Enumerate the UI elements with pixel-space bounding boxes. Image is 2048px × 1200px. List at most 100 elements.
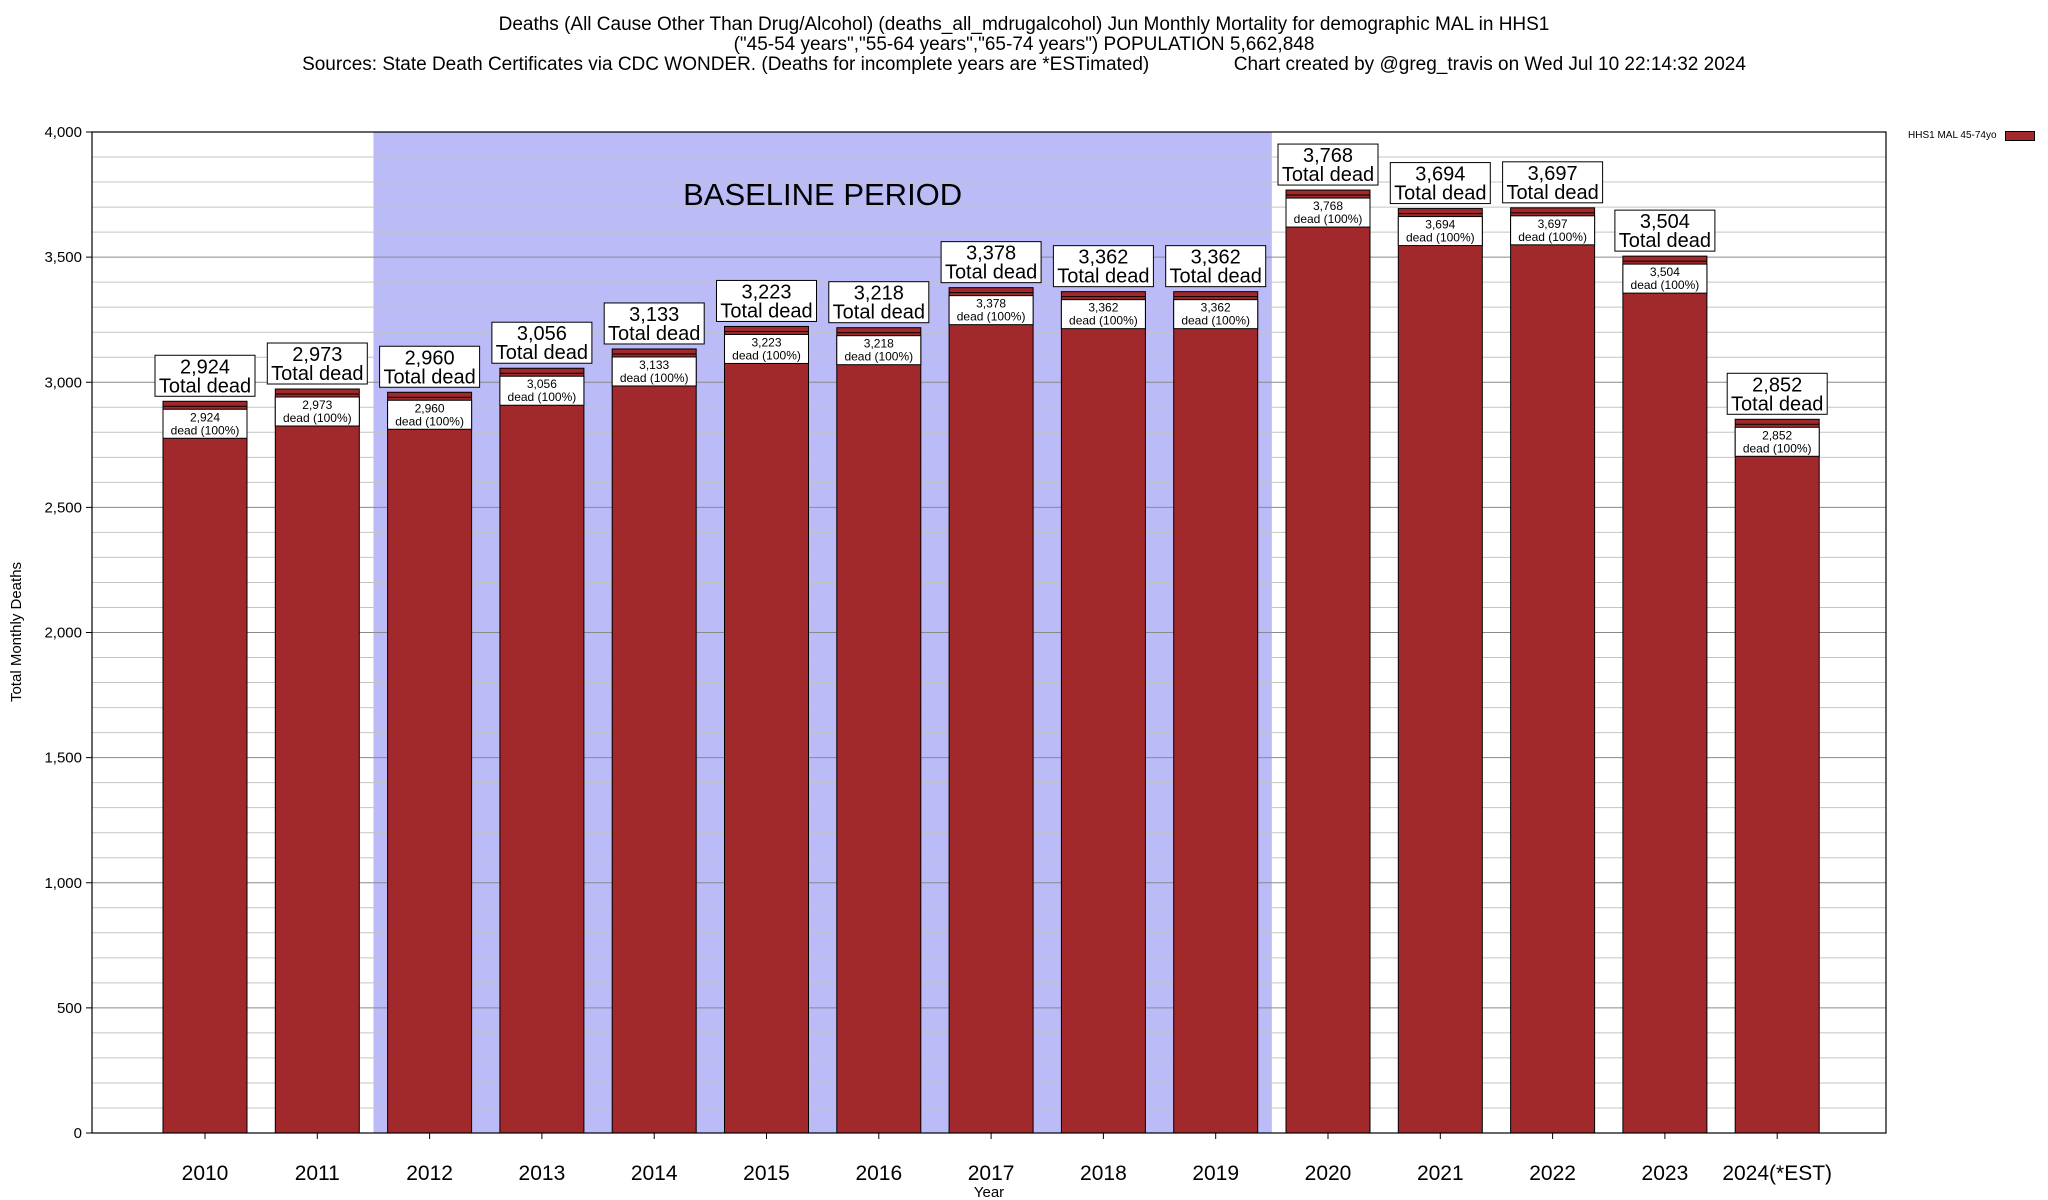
inner-percent-label: dead (100%)	[1069, 314, 1138, 328]
total-suffix-label: Total dead	[945, 262, 1037, 284]
total-suffix-label: Total dead	[1731, 393, 1823, 415]
inner-percent-label: dead (100%)	[732, 348, 801, 362]
x-tick-label: 2024(*EST)	[1722, 1162, 1832, 1185]
inner-label-box	[611, 356, 697, 387]
total-suffix-label: Total dead	[1506, 182, 1598, 204]
x-axis-label: Year	[974, 1184, 1004, 1200]
total-value-label: 3,504	[1640, 211, 1690, 233]
bar	[1173, 291, 1259, 1134]
total-label-box	[603, 302, 705, 345]
total-suffix-label: Total dead	[720, 300, 812, 322]
inner-label-box	[1734, 426, 1820, 457]
total-suffix-label: Total dead	[1282, 164, 1374, 186]
bar	[611, 348, 697, 1134]
total-value-label: 3,223	[741, 281, 791, 303]
inner-percent-label: dead (100%)	[844, 350, 913, 364]
total-suffix-label: Total dead	[1619, 230, 1711, 252]
total-suffix-label: Total dead	[1394, 183, 1486, 205]
total-suffix-label: Total dead	[833, 302, 925, 324]
bar	[387, 391, 473, 1134]
inner-label-box	[724, 333, 809, 364]
total-suffix-label: Total dead	[271, 363, 363, 385]
inner-value-label: 3,768	[1313, 199, 1343, 213]
total-label-box	[379, 345, 481, 388]
inner-percent-label: dead (100%)	[171, 423, 240, 437]
x-tick-label: 2016	[855, 1162, 902, 1185]
x-tick-label: 2011	[295, 1162, 340, 1185]
x-tick-label: 2023	[1642, 1162, 1689, 1185]
inner-label-box	[499, 375, 585, 406]
inner-label-box	[948, 295, 1034, 326]
total-value-label: 3,056	[517, 323, 567, 345]
baseline-label: BASELINE PERIOD	[683, 177, 962, 212]
bar	[1734, 418, 1820, 1134]
inner-percent-label: dead (100%)	[395, 414, 464, 428]
x-tick-label: 2019	[1192, 1162, 1239, 1185]
x-tick-label: 2021	[1417, 1162, 1464, 1185]
bar	[162, 400, 248, 1134]
bar	[1510, 207, 1596, 1134]
inner-value-label: 3,133	[639, 358, 669, 372]
total-value-label: 3,694	[1415, 164, 1465, 186]
total-label-box	[1614, 209, 1716, 252]
inner-value-label: 2,973	[302, 398, 332, 412]
x-tick-label: 2013	[519, 1162, 566, 1185]
bar	[948, 287, 1034, 1134]
x-tick-label: 2018	[1080, 1162, 1127, 1185]
inner-label-box	[387, 399, 473, 430]
x-tick-label: 2010	[182, 1162, 229, 1185]
inner-value-label: 2,924	[190, 410, 220, 424]
total-value-label: 3,133	[629, 304, 679, 326]
total-value-label: 3,362	[1078, 247, 1128, 269]
x-tick-label: 2015	[743, 1162, 790, 1185]
bar	[274, 388, 360, 1134]
total-label-box	[266, 342, 368, 385]
inner-label-box	[1060, 299, 1146, 330]
total-label-box	[1165, 245, 1267, 288]
total-suffix-label: Total dead	[1170, 266, 1262, 288]
total-suffix-label: Total dead	[496, 342, 588, 364]
chart-title-line-1: Deaths (All Cause Other Than Drug/Alcoho…	[498, 14, 1550, 35]
total-value-label: 3,218	[854, 283, 904, 305]
total-label-box	[491, 321, 593, 364]
total-label-box	[1277, 143, 1379, 186]
total-suffix-label: Total dead	[1057, 266, 1149, 288]
y-tick-label: 3,000	[44, 374, 82, 391]
total-label-box	[154, 354, 256, 397]
legend-label: HHS1 MAL 45-74yo	[1908, 130, 1997, 141]
total-value-label: 3,697	[1528, 163, 1578, 185]
y-tick-label: 1,000	[44, 875, 82, 892]
inner-value-label: 3,694	[1425, 218, 1455, 232]
y-axis-label: Total Monthly Deaths	[8, 562, 25, 702]
total-label-box	[716, 279, 817, 322]
inner-value-label: 3,504	[1650, 265, 1680, 279]
inner-value-label: 3,697	[1538, 217, 1568, 231]
x-tick-label: 2012	[406, 1162, 453, 1185]
inner-label-box	[162, 408, 248, 439]
inner-percent-label: dead (100%)	[957, 310, 1026, 324]
inner-value-label: 2,852	[1762, 428, 1792, 442]
bar	[1397, 208, 1483, 1134]
inner-label-box	[1285, 197, 1371, 228]
inner-label-box	[1622, 263, 1708, 294]
inner-value-label: 2,960	[415, 401, 445, 415]
legend-swatch	[2004, 130, 2035, 141]
inner-value-label: 3,218	[864, 337, 894, 351]
inner-label-box	[1510, 215, 1596, 246]
y-tick-label: 1,500	[44, 750, 82, 767]
chart-title-line-2: ("45-54 years","55-64 years","65-74 year…	[733, 34, 1315, 55]
inner-percent-label: dead (100%)	[1518, 230, 1587, 244]
inner-percent-label: dead (100%)	[283, 411, 352, 425]
y-tick-label: 2,000	[44, 625, 82, 642]
inner-percent-label: dead (100%)	[1181, 314, 1250, 328]
total-value-label: 3,378	[966, 243, 1016, 265]
total-value-label: 3,768	[1303, 145, 1353, 167]
total-label-box	[1389, 162, 1491, 205]
total-label-box	[1502, 161, 1604, 204]
total-suffix-label: Total dead	[383, 366, 475, 388]
legend: HHS1 MAL 45-74yo	[1908, 130, 2035, 141]
chart-title-line-3: Sources: State Death Certificates via CD…	[302, 54, 1746, 75]
y-tick-label: 2,500	[44, 499, 82, 516]
x-tick-label: 2022	[1529, 1162, 1576, 1185]
